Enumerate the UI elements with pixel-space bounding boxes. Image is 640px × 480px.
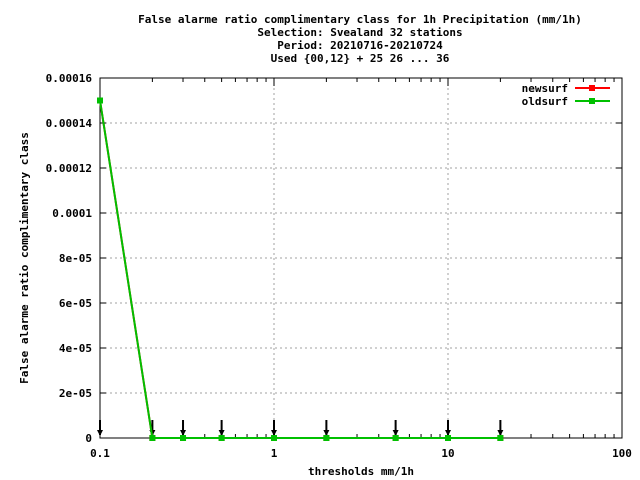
threshold-arrow-head (271, 430, 277, 436)
y-tick-label: 8e-05 (59, 252, 92, 265)
data-point-oldsurf (497, 435, 504, 441)
threshold-arrow-head (392, 430, 399, 436)
threshold-arrow-head (97, 430, 103, 436)
legend-swatch-marker (589, 85, 595, 91)
data-point-oldsurf (180, 435, 187, 441)
y-tick-label: 0 (85, 432, 92, 445)
series-line-oldsurf (99, 100, 501, 439)
legend-swatch-marker (589, 98, 595, 104)
y-tick-label: 0.00016 (46, 72, 93, 85)
title-line-2: Selection: Svealand 32 stations (257, 26, 462, 39)
y-tick-label: 2e-05 (59, 387, 92, 400)
y-tick-label: 0.00014 (46, 117, 93, 130)
x-axis-label: thresholds mm/1h (308, 465, 414, 478)
x-tick-label: 100 (612, 447, 632, 460)
chart-title: False alarme ratio complimentary class f… (138, 13, 582, 65)
data-point-oldsurf (271, 435, 277, 441)
x-tick-label: 1 (271, 447, 278, 460)
threshold-arrow-head (218, 430, 225, 436)
y-axis-label: False alarme ratio complimentary class (18, 132, 31, 384)
threshold-arrows (97, 420, 504, 436)
title-line-3: Period: 20210716-20210724 (277, 39, 443, 52)
legend-label: oldsurf (522, 95, 568, 108)
threshold-arrow-head (180, 430, 187, 436)
data-point-oldsurf (392, 435, 399, 441)
threshold-arrow-head (323, 430, 330, 436)
threshold-arrow-head (497, 430, 504, 436)
y-tick-label: 0.0001 (52, 207, 92, 220)
data-point-oldsurf (149, 435, 156, 441)
y-axis: 0 2e-05 4e-05 6e-05 8e-05 0.0001 0.00012 0.0001… (46, 72, 622, 445)
y-tick-label: 6e-05 (59, 297, 92, 310)
series-line-newsurf (99, 100, 501, 439)
title-line-4: Used {00,12} + 25 26 ... 36 (271, 52, 450, 65)
x-tick-label: 10 (441, 447, 454, 460)
data-point-oldsurf (323, 435, 330, 441)
data-point-oldsurf (97, 97, 103, 104)
threshold-arrow-head (445, 430, 451, 436)
data-point-oldsurf (218, 435, 225, 441)
grid (100, 78, 622, 438)
x-tick-label: 0.1 (90, 447, 110, 460)
legend-label: newsurf (522, 82, 568, 95)
series-group (97, 97, 504, 441)
x-axis: 0.1 1 10 100 (90, 78, 632, 460)
y-tick-label: 0.00012 (46, 162, 92, 175)
data-point-oldsurf (445, 435, 451, 441)
title-line-1: False alarme ratio complimentary class f… (138, 13, 582, 26)
y-tick-label: 4e-05 (59, 342, 92, 355)
